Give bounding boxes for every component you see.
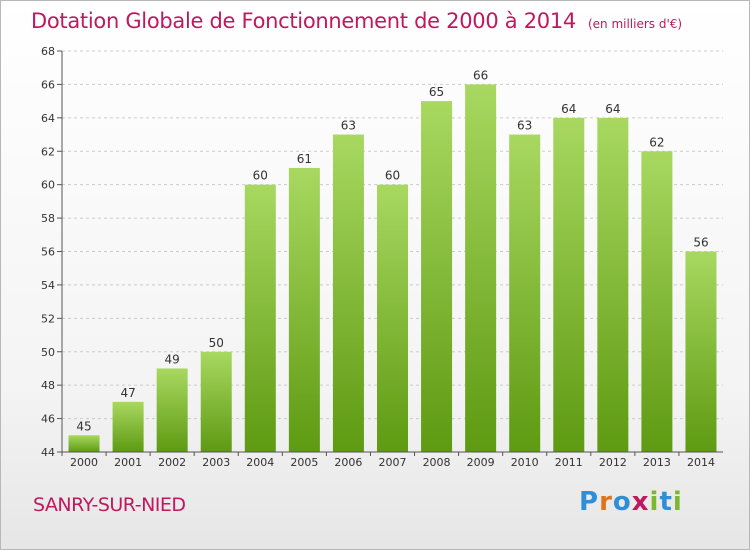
logo-letter: x	[631, 487, 650, 517]
data-label: 66	[473, 68, 488, 82]
x-tick-label: 2002	[158, 456, 186, 469]
y-tick-label: 52	[41, 312, 55, 325]
data-label: 49	[165, 352, 180, 366]
bar-2003	[200, 351, 232, 452]
data-label: 45	[76, 419, 91, 433]
y-tick-label: 60	[41, 179, 55, 192]
logo-letter: r	[599, 487, 613, 517]
bar-2005	[288, 167, 320, 453]
bar-2000	[68, 435, 100, 452]
data-label: 65	[429, 85, 444, 99]
y-tick-label: 62	[41, 145, 55, 158]
y-tick-label: 58	[41, 212, 55, 225]
x-tick-label: 2014	[687, 456, 715, 469]
y-tick-label: 68	[41, 45, 55, 58]
y-tick-label: 48	[41, 379, 55, 392]
x-tick-label: 2010	[511, 456, 539, 469]
bars	[68, 84, 717, 453]
logo-letter: i	[672, 487, 683, 517]
bar-2010	[509, 134, 541, 452]
x-tick-label: 2012	[599, 456, 627, 469]
x-tick-label: 2011	[555, 456, 583, 469]
logo-letter: i	[649, 487, 660, 517]
bar-2006	[332, 134, 364, 452]
x-tick-label: 2004	[246, 456, 274, 469]
y-tick-label: 56	[41, 246, 55, 259]
x-tick-label: 2007	[379, 456, 407, 469]
data-label: 47	[120, 386, 135, 400]
x-tick-label: 2003	[202, 456, 230, 469]
logo-letter: o	[612, 487, 632, 517]
bar-2009	[465, 84, 497, 453]
y-tick-label: 46	[41, 413, 55, 426]
data-label: 63	[517, 119, 532, 133]
data-label: 60	[385, 169, 400, 183]
x-tick-label: 2008	[423, 456, 451, 469]
data-label: 56	[693, 236, 708, 250]
x-tick-label: 2005	[290, 456, 318, 469]
chart-title: Dotation Globale de Fonctionnement de 20…	[31, 9, 576, 33]
bar-2011	[553, 117, 585, 452]
axes	[57, 50, 723, 456]
bar-2012	[597, 117, 629, 452]
bar-2002	[156, 368, 188, 452]
y-tick-label: 44	[41, 446, 55, 459]
y-tick-label: 54	[41, 279, 55, 292]
bar-2013	[641, 151, 673, 452]
x-tick-label: 2006	[334, 456, 362, 469]
bar-2004	[244, 184, 276, 452]
logo-letter: t	[659, 487, 673, 517]
y-tick-label: 66	[41, 78, 55, 91]
bar-2007	[377, 184, 408, 452]
commune-name: SANRY-SUR-NIED	[33, 494, 186, 516]
x-tick-label: 2009	[467, 456, 495, 469]
chart-title-block: Dotation Globale de Fonctionnement de 20…	[31, 9, 682, 33]
x-tick-label: 2001	[114, 456, 142, 469]
y-tick-label: 50	[41, 346, 55, 359]
data-label: 64	[561, 102, 576, 116]
data-label: 60	[253, 169, 268, 183]
proxiti-logo: Proxiti	[579, 487, 683, 517]
bar-2014	[685, 251, 717, 452]
chart-unit: (en milliers d'€)	[587, 17, 683, 31]
data-label: 64	[605, 102, 620, 116]
logo-letter: P	[579, 487, 600, 517]
data-label: 62	[649, 135, 664, 149]
data-label: 63	[341, 119, 356, 133]
x-tick-label: 2000	[70, 456, 98, 469]
data-label: 61	[297, 152, 312, 166]
labels: 44 46 48 50 52 54 56 58 60 62 64 66 68 45 2000 47 2001 49…	[41, 45, 715, 469]
bar-2001	[112, 401, 144, 452]
x-tick-label: 2013	[643, 456, 671, 469]
y-tick-label: 64	[41, 112, 55, 125]
data-label: 50	[209, 336, 224, 350]
bar-2008	[421, 101, 453, 452]
